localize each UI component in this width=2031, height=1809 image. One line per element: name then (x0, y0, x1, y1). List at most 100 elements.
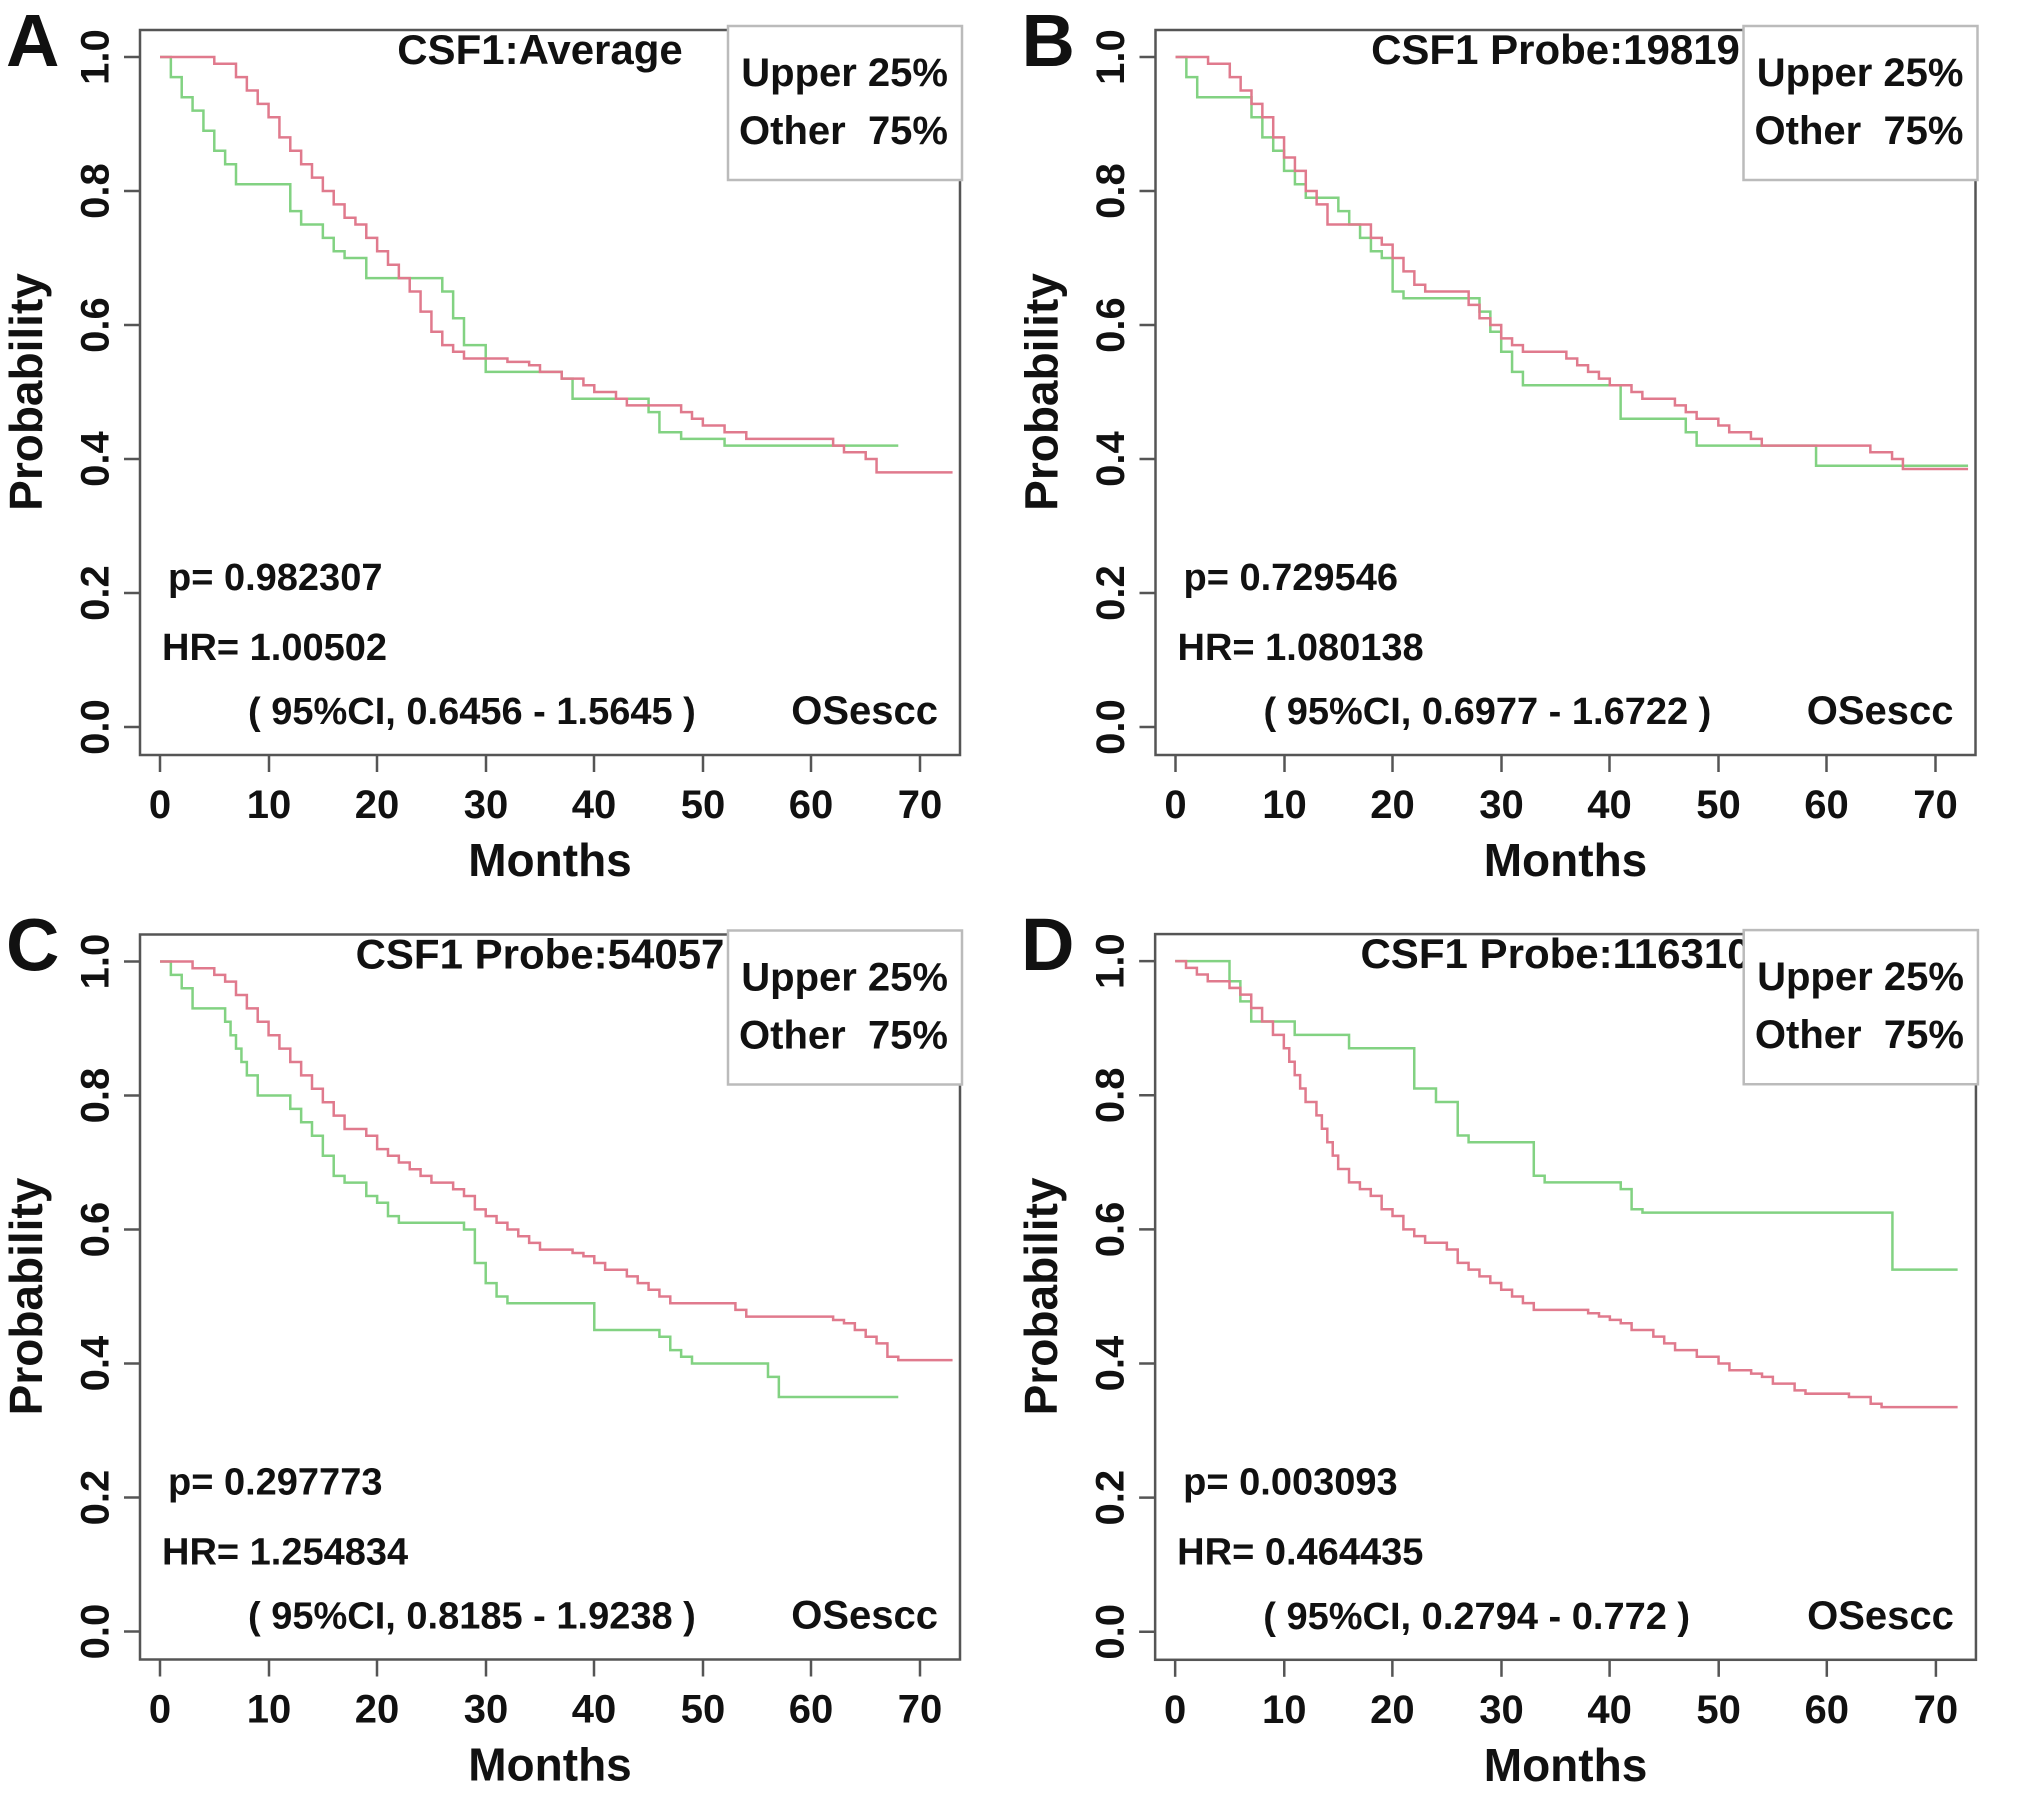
panel-a: A 1.0 0.8 0.6 0.4 0.2 0.0 0 10 20 (0, 0, 1015, 904)
x-tick-label: 40 (572, 783, 617, 827)
y-tick-label: 0.8 (74, 1068, 118, 1124)
y-tick-label: 1.0 (74, 934, 118, 990)
y-tick-label: 0.8 (1089, 1067, 1133, 1123)
plot-title: CSF1:Average (397, 26, 683, 73)
x-tick-label: 60 (1805, 1688, 1850, 1732)
y-tick-label: 0.0 (74, 699, 118, 755)
x-tick-label: 0 (149, 783, 171, 827)
legend-box (726, 929, 964, 1086)
x-tick-label: 30 (1479, 783, 1524, 827)
y-tick-label: 0.0 (74, 1604, 118, 1660)
y-tick-label: 0.4 (1089, 430, 1133, 486)
dataset-label: OSescc (791, 689, 938, 733)
y-tick-label: 0.6 (1089, 1202, 1133, 1258)
y-tick-label: 0.2 (1089, 1470, 1133, 1526)
y-axis-label: Probability (0, 273, 52, 511)
y-tick-label: 0.2 (1089, 565, 1133, 621)
y-tick-label: 0.4 (74, 430, 118, 486)
y-tick-label: 0.0 (1089, 1604, 1133, 1660)
ci-text: ( 95%CI, 0.6977 - 1.6722 ) (1264, 691, 1712, 733)
y-tick-label: 0.2 (74, 1470, 118, 1526)
dataset-label: OSescc (1807, 1594, 1954, 1638)
x-tick-label: 40 (1587, 1688, 1632, 1732)
x-tick-label: 60 (789, 783, 834, 827)
plot-box (138, 933, 962, 1661)
y-axis-label: Probability (0, 1177, 52, 1415)
ci-text: ( 95%CI, 0.6456 - 1.5645 ) (248, 691, 696, 733)
x-tick-label: 20 (1370, 783, 1415, 827)
x-tick-label: 10 (247, 1688, 292, 1732)
legend-upper-label: Upper 25% (741, 51, 948, 95)
km-curve-upper (160, 960, 899, 1399)
panel-letter: C (6, 904, 59, 987)
plot-box (138, 28, 962, 757)
panel-a-plot: A 1.0 0.8 0.6 0.4 0.2 0.0 0 10 20 (0, 0, 964, 886)
legend-other-label: Other 75% (1755, 109, 1964, 153)
km-curve-other (1175, 959, 1958, 1409)
y-tick-label: 0.0 (1089, 699, 1133, 755)
x-tick-label: 0 (1164, 783, 1186, 827)
km-curve-other (160, 55, 953, 474)
panel-letter: A (6, 0, 59, 82)
x-axis-label: Months (468, 834, 632, 886)
x-tick-label: 20 (355, 783, 400, 827)
legend-box (1742, 24, 1979, 182)
legend-box (726, 24, 964, 182)
plot-title: CSF1 Probe:54057 (356, 931, 725, 978)
x-tick-label: 50 (681, 1688, 726, 1732)
x-tick-label: 70 (1913, 783, 1958, 827)
panel-b-plot: B 1.0 0.8 0.6 0.4 0.2 0.0 0 10 20 (1016, 0, 1979, 886)
y-axis-label: Probability (1016, 273, 1068, 511)
p-value-text: p= 0.982307 (168, 557, 382, 599)
x-tick-label: 0 (1164, 1688, 1186, 1732)
plot-title: CSF1 Probe:116310 (1360, 930, 1750, 977)
ci-text: ( 95%CI, 0.2794 - 0.772 ) (1263, 1596, 1690, 1638)
x-tick-label: 50 (1696, 1688, 1741, 1732)
x-tick-label: 10 (1262, 1688, 1307, 1732)
hr-text: HR= 1.254834 (162, 1532, 408, 1574)
plot-title: CSF1 Probe:19819 (1371, 26, 1740, 73)
plot-box (1153, 932, 1978, 1662)
km-curve-other (160, 960, 953, 1362)
km-curve-other (1175, 55, 1969, 471)
p-value-text: p= 0.297773 (168, 1462, 382, 1504)
y-tick-label: 0.6 (74, 297, 118, 353)
x-tick-label: 40 (1587, 783, 1632, 827)
x-tick-label: 30 (464, 1688, 509, 1732)
y-tick-label: 0.4 (74, 1335, 118, 1391)
plot-box (1154, 28, 1977, 757)
y-tick-label: 0.6 (74, 1202, 118, 1258)
hr-text: HR= 1.00502 (162, 627, 387, 669)
legend-upper-label: Upper 25% (1757, 51, 1964, 95)
ci-text: ( 95%CI, 0.8185 - 1.9238 ) (248, 1596, 696, 1638)
legend-box (1742, 928, 1980, 1086)
legend-upper-label: Upper 25% (741, 956, 948, 1000)
dataset-label: OSescc (791, 1594, 938, 1638)
y-tick-label: 1.0 (1089, 29, 1133, 85)
x-tick-label: 70 (898, 1688, 943, 1732)
dataset-label: OSescc (1807, 689, 1954, 733)
panel-d: D 1.0 0.8 0.6 0.4 0.2 0.0 0 10 20 (1015, 904, 2031, 1809)
legend-other-label: Other 75% (1755, 1013, 1964, 1057)
x-tick-label: 70 (1914, 1688, 1959, 1732)
legend-other-label: Other 75% (739, 1014, 948, 1058)
x-tick-label: 60 (1804, 783, 1849, 827)
x-tick-label: 10 (247, 783, 292, 827)
x-tick-label: 20 (1370, 1688, 1415, 1732)
x-tick-label: 50 (1696, 783, 1741, 827)
x-tick-label: 20 (355, 1688, 400, 1732)
panel-letter: D (1021, 904, 1074, 986)
x-tick-label: 30 (1479, 1688, 1524, 1732)
km-curve-upper (1175, 55, 1969, 467)
y-tick-label: 0.2 (74, 565, 118, 621)
y-tick-label: 1.0 (1089, 933, 1133, 989)
x-tick-label: 60 (789, 1688, 834, 1732)
y-tick-label: 0.8 (74, 163, 118, 219)
hr-text: HR= 0.464435 (1177, 1532, 1423, 1574)
y-axis-label: Probability (1015, 1177, 1067, 1415)
y-tick-label: 1.0 (74, 29, 118, 85)
y-tick-label: 0.8 (1089, 163, 1133, 219)
x-tick-label: 40 (572, 1688, 617, 1732)
x-axis-label: Months (1484, 1739, 1648, 1791)
